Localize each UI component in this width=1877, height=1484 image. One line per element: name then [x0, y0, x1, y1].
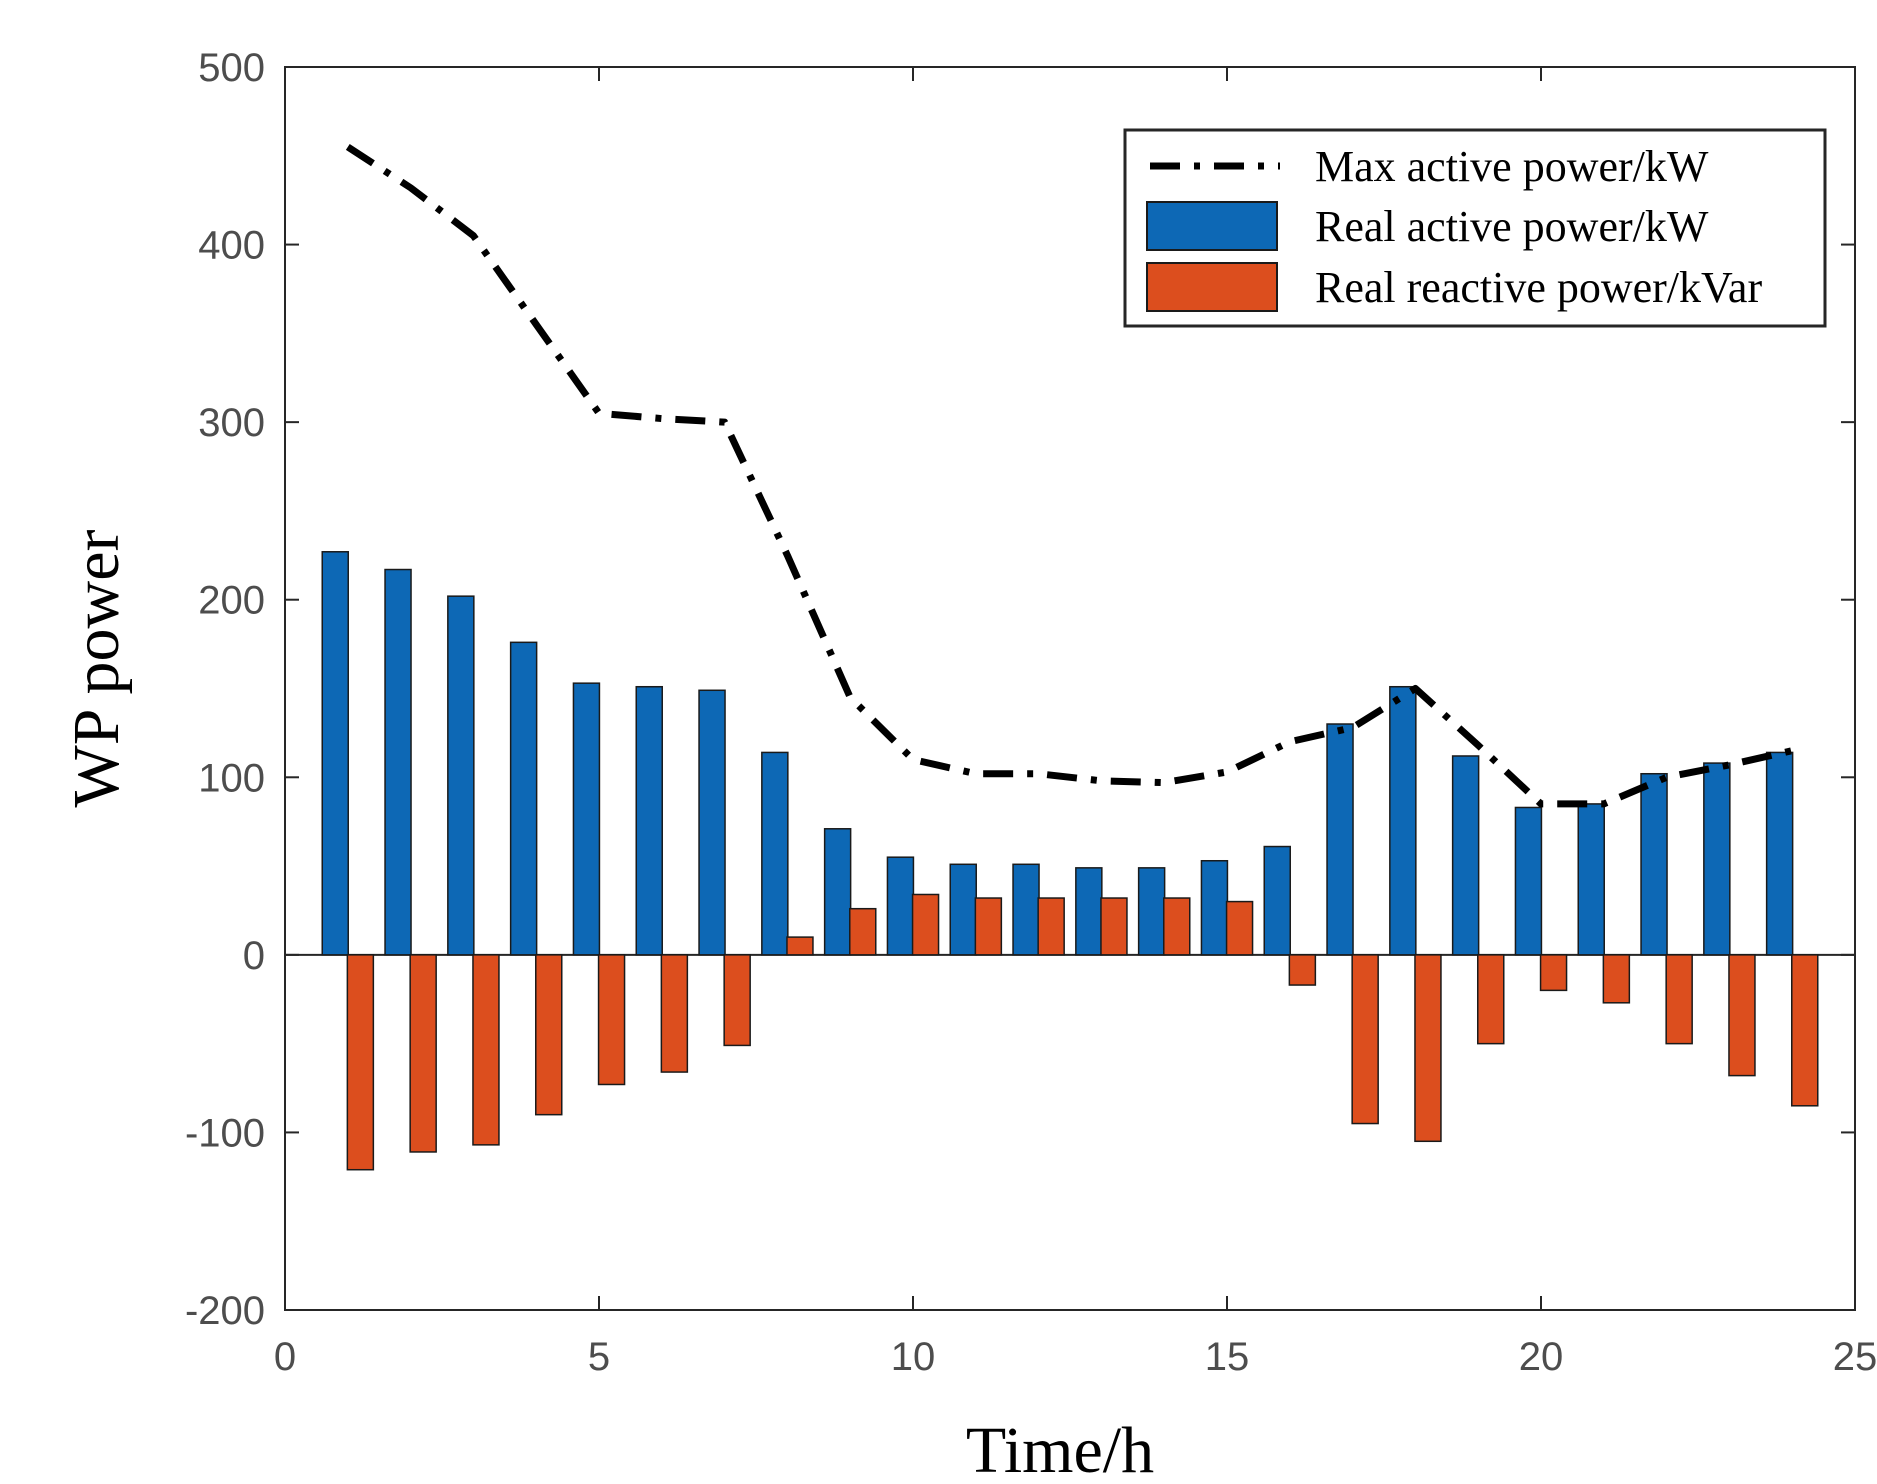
bar-real-active-14: [1137, 867, 1166, 956]
bar-real-active-23: [1703, 762, 1731, 956]
bar-real-active-18: [1389, 685, 1417, 956]
bar-real-reactive-17: [1351, 954, 1379, 1125]
bar-real-active-1: [321, 551, 349, 956]
bar-real-reactive-15: [1225, 900, 1254, 956]
bar-real-reactive-4: [535, 954, 563, 1116]
bar-real-active-10: [886, 856, 915, 956]
legend-swatch-real-reactive: [1146, 262, 1278, 312]
x-tick-label: 20: [1519, 1335, 1564, 1379]
x-axis-title: Time/h: [966, 1414, 1154, 1484]
legend-label: Real active power/kW: [1315, 202, 1709, 251]
bar-real-reactive-10: [911, 893, 940, 956]
bar-real-reactive-9: [849, 907, 877, 956]
bar-real-reactive-12: [1037, 897, 1065, 956]
plot-frame: [284, 66, 1856, 1311]
bar-real-active-2: [384, 568, 412, 956]
y-tick-label: 400: [198, 224, 265, 268]
y-tick-label: 100: [198, 756, 265, 800]
bar-real-reactive-24: [1791, 954, 1819, 1107]
x-tick-label: 5: [588, 1335, 610, 1379]
bar-real-active-17: [1326, 723, 1354, 956]
bar-real-active-8: [761, 751, 789, 956]
bar-real-reactive-11: [974, 897, 1003, 956]
bar-real-reactive-14: [1163, 897, 1191, 956]
bar-real-active-9: [823, 828, 852, 956]
bar-real-active-13: [1075, 867, 1103, 956]
bar-real-reactive-13: [1100, 897, 1128, 956]
bar-real-reactive-6: [660, 954, 689, 1073]
bar-real-active-16: [1263, 845, 1291, 956]
bar-real-active-4: [509, 641, 538, 956]
bar-real-active-3: [447, 595, 475, 956]
legend-label: Max active power/kW: [1315, 142, 1709, 191]
x-tick-label: 15: [1205, 1335, 1250, 1379]
y-tick-label: 200: [198, 579, 265, 623]
bar-real-reactive-1: [346, 954, 375, 1171]
legend-swatch-real-active: [1146, 201, 1278, 251]
line-max-active-power: [345, 143, 1793, 808]
legend: Max active power/kW Real active power/kW R…: [1123, 128, 1827, 328]
bar-real-active-15: [1200, 859, 1229, 956]
x-tick-label: 10: [891, 1335, 936, 1379]
bar-real-reactive-21: [1602, 954, 1631, 1004]
bar-real-active-11: [949, 863, 977, 956]
bar-real-active-21: [1577, 803, 1605, 956]
plot-area: [285, 143, 1855, 1171]
bar-real-active-24: [1765, 751, 1794, 956]
y-tick-label: 500: [198, 46, 265, 90]
y-tick-label: 300: [198, 401, 265, 445]
bar-real-reactive-16: [1288, 954, 1317, 986]
bar-real-reactive-19: [1477, 954, 1505, 1045]
bar-real-reactive-5: [597, 954, 626, 1086]
bar-real-active-5: [572, 682, 601, 956]
y-axis-title: WP power: [60, 529, 133, 807]
bar-real-active-22: [1640, 772, 1668, 956]
y-tick-label: -100: [185, 1111, 265, 1155]
bar-real-reactive-20: [1539, 954, 1568, 992]
bar-real-active-12: [1012, 863, 1040, 956]
x-tick-label: 25: [1833, 1335, 1877, 1379]
legend-label: Real reactive power/kVar: [1315, 263, 1762, 312]
y-tick-label: -200: [185, 1289, 265, 1333]
y-tick-label: 0: [243, 934, 265, 978]
bar-real-reactive-23: [1728, 954, 1756, 1077]
bar-real-reactive-22: [1665, 954, 1693, 1045]
bar-real-active-19: [1451, 755, 1480, 956]
bar-real-active-7: [698, 689, 726, 956]
bar-real-reactive-3: [472, 954, 500, 1146]
bar-real-reactive-7: [723, 954, 751, 1047]
bar-real-active-20: [1514, 806, 1543, 956]
bar-real-active-6: [635, 685, 663, 956]
bar-real-reactive-8: [786, 936, 814, 956]
x-tick-label: 0: [274, 1335, 296, 1379]
bar-real-reactive-18: [1414, 954, 1442, 1143]
bar-real-reactive-2: [409, 954, 437, 1153]
